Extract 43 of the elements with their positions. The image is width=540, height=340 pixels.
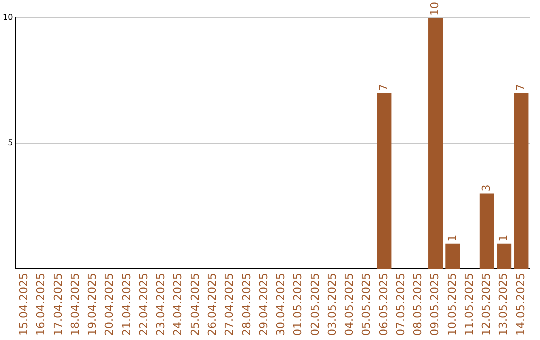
data-label: 1 [446,234,459,242]
x-tick-label: 28.04.2025 [240,273,254,336]
x-tick-label: 03.05.2025 [326,273,339,336]
y-tick-label: 5 [8,138,14,148]
x-tick-label: 07.05.2025 [394,273,408,336]
data-label: 1 [497,234,510,242]
x-tick-label: 09.05.2025 [428,273,442,336]
x-tick-label: 10.05.2025 [446,273,459,336]
data-label: 10 [428,2,442,16]
x-tick-label: 18.04.2025 [68,273,82,336]
data-label: 7 [514,84,528,92]
x-tick-label: 12.05.2025 [480,273,494,336]
x-tick-label: 27.04.2025 [223,273,236,336]
x-tick-label: 23.04.2025 [154,273,168,336]
x-tick-label: 14.05.2025 [514,273,528,336]
x-tick-label: 21.04.2025 [120,273,134,336]
x-tick-label: 30.04.2025 [274,273,288,336]
x-tick-label: 17.04.2025 [52,273,65,336]
x-tick-label: 24.04.2025 [172,273,185,336]
bar [480,194,494,270]
x-tick-label: 29.04.2025 [257,273,270,336]
x-tick-label: 16.04.2025 [34,273,48,336]
bar [514,93,529,270]
x-tick-label: 19.04.2025 [86,273,100,336]
x-tick-label: 08.05.2025 [412,273,425,336]
x-tick-label: 20.04.2025 [103,273,116,336]
data-label: 3 [480,184,494,192]
x-tick-label: 22.04.2025 [137,273,150,336]
x-tick-label: 13.05.2025 [497,273,510,336]
bar [428,18,444,270]
x-tick-label: 25.04.2025 [188,273,202,336]
x-tick-label: 05.05.2025 [360,273,374,336]
x-tick-label: 26.04.2025 [206,273,220,336]
x-tick-label: 11.05.2025 [462,273,476,336]
bar [446,244,460,270]
x-tick-label: 04.05.2025 [343,273,356,336]
data-label: 7 [377,84,390,92]
bar [377,93,392,270]
bar [497,244,512,270]
x-tick-label: 02.05.2025 [308,273,322,336]
x-tick-label: 15.04.2025 [18,273,31,336]
x-tick-label: 01.05.2025 [292,273,305,336]
x-tick-label: 06.05.2025 [377,273,390,336]
